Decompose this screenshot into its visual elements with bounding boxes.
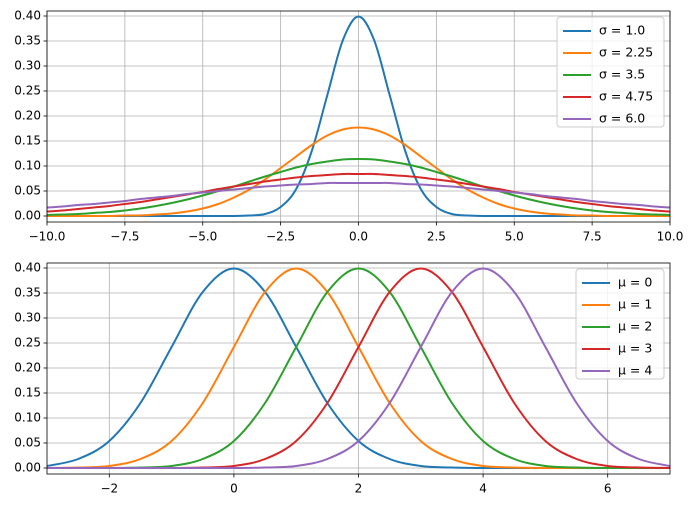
x-tick-label: 5.0 xyxy=(505,230,524,244)
legend-label: σ = 6.0 xyxy=(599,111,645,126)
y-tick-label: 0.15 xyxy=(14,386,41,400)
y-tick-label: 0.35 xyxy=(14,286,41,300)
series-line xyxy=(47,172,670,213)
legend-label: σ = 2.25 xyxy=(599,45,653,60)
x-tick-label: −2 xyxy=(100,482,118,496)
x-tick-label: 6 xyxy=(604,482,612,496)
legend-label: σ = 3.5 xyxy=(599,67,645,82)
series-line xyxy=(47,157,670,216)
y-tick-label: 0.30 xyxy=(14,59,41,73)
x-tick-label: 4 xyxy=(479,482,487,496)
y-tick-label: 0.10 xyxy=(14,159,41,173)
y-tick-label: 0.35 xyxy=(14,34,41,48)
y-tick-label: 0.00 xyxy=(14,209,41,223)
y-tick-label: 0.05 xyxy=(14,436,41,450)
legend-label: σ = 1.0 xyxy=(599,23,645,38)
x-tick-label: 7.5 xyxy=(583,230,602,244)
series-line xyxy=(47,181,670,209)
x-tick-label: −10.0 xyxy=(29,230,66,244)
legend-label: μ = 3 xyxy=(618,341,652,356)
y-tick-label: 0.30 xyxy=(14,311,41,325)
y-tick-label: 0.10 xyxy=(14,411,41,425)
legend-label: μ = 0 xyxy=(618,275,652,290)
y-tick-label: 0.25 xyxy=(14,84,41,98)
y-tick-label: 0.15 xyxy=(14,134,41,148)
x-tick-label: −5.0 xyxy=(188,230,217,244)
series-line xyxy=(47,126,670,218)
legend-label: μ = 4 xyxy=(618,363,652,378)
x-tick-label: 0.0 xyxy=(349,230,368,244)
x-tick-label: 2 xyxy=(355,482,363,496)
legend-box xyxy=(556,16,665,128)
y-tick-label: 0.40 xyxy=(14,261,41,275)
y-tick-label: 0.25 xyxy=(14,336,41,350)
legend-label: σ = 4.75 xyxy=(599,89,653,104)
x-tick-label: 10.0 xyxy=(657,230,684,244)
x-tick-label: 2.5 xyxy=(427,230,446,244)
legend-label: μ = 1 xyxy=(618,297,652,312)
y-tick-label: 0.20 xyxy=(14,109,41,123)
x-tick-label: −2.5 xyxy=(266,230,295,244)
y-tick-label: 0.00 xyxy=(14,461,41,475)
y-tick-label: 0.05 xyxy=(14,184,41,198)
legend-label: μ = 2 xyxy=(618,319,652,334)
y-tick-label: 0.40 xyxy=(14,9,41,23)
series-line xyxy=(47,15,670,218)
axes-frame xyxy=(46,10,671,223)
y-tick-label: 0.20 xyxy=(14,361,41,375)
series-line xyxy=(47,267,670,470)
legend-box xyxy=(575,268,665,380)
x-tick-label: −7.5 xyxy=(110,230,139,244)
axes-frame xyxy=(46,262,671,475)
x-tick-label: 0 xyxy=(230,482,238,496)
